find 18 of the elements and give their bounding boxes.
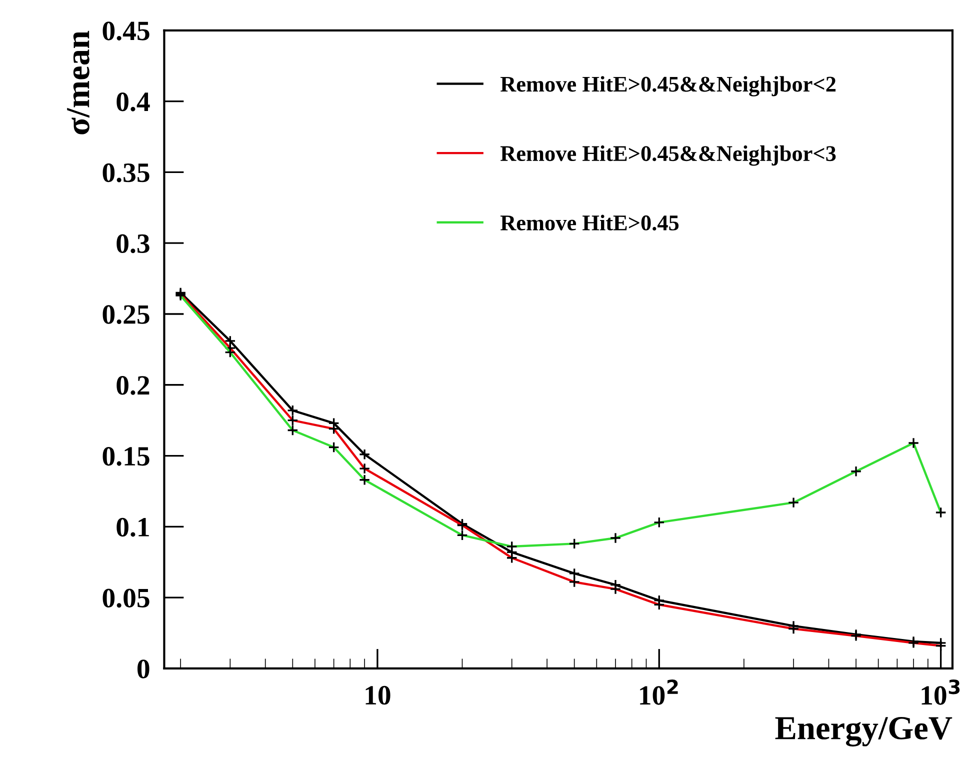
y-axis-title: σ/mean (67, 30, 90, 134)
y-tick-label: 0.4 (116, 92, 150, 112)
y-tick-label: 0.45 (102, 22, 150, 40)
x-tick-label: 10$^{3}$ (922, 679, 960, 705)
x-axis-title: Energy/GeV (775, 717, 952, 746)
y-tick-label: 0.35 (102, 163, 150, 182)
legend-label: Remove HitE>0.45&&Neighjbor<3 (500, 145, 836, 166)
y-tick-label: 0.3 (116, 234, 150, 254)
y-tick-label: 0.25 (102, 305, 150, 324)
x-tick-label: 10$^{2}$ (640, 679, 678, 705)
x-tick-label: 10 (366, 686, 390, 705)
y-tick-label: 0.2 (116, 376, 150, 395)
legend-label: Remove HitE>0.45 (500, 214, 679, 231)
y-tick-label: 0.1 (116, 518, 149, 537)
y-tick-label: 0.15 (102, 446, 150, 466)
y-tick-label: 0.05 (102, 588, 150, 608)
legend-label: Remove HitE>0.45&&Neighjbor<2 (500, 76, 836, 96)
y-tick-label: 0 (138, 660, 150, 678)
